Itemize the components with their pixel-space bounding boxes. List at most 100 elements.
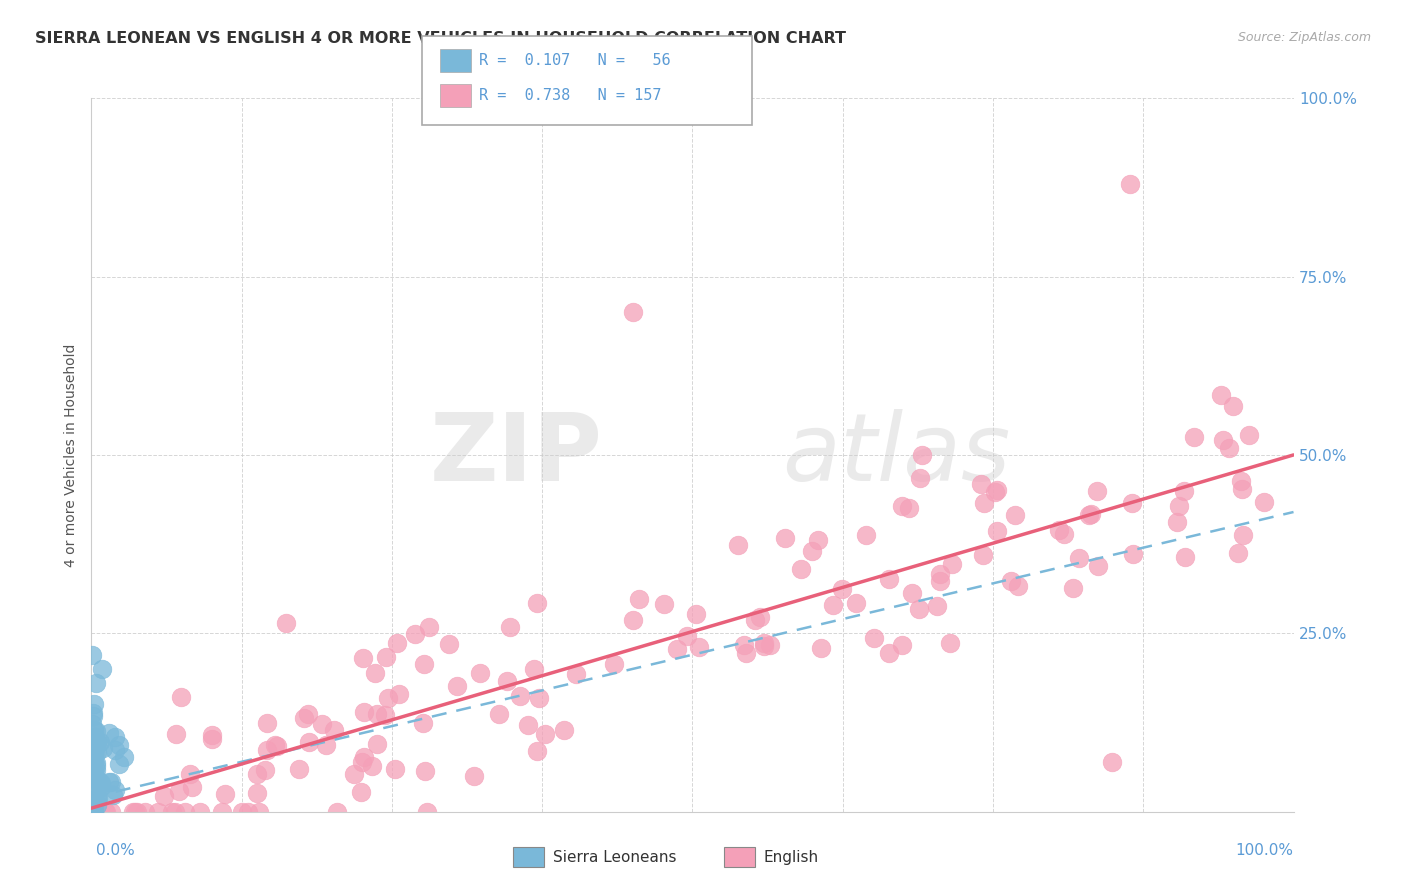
Point	[266, 739, 288, 753]
Point	[84, 739, 107, 754]
Point	[108, 738, 131, 752]
Point	[89, 775, 111, 789]
Point	[83, 764, 105, 779]
Point	[1166, 515, 1188, 529]
Point	[418, 620, 440, 634]
Point	[298, 735, 321, 749]
Point	[84, 739, 107, 753]
Point	[91, 741, 114, 756]
Point	[80, 782, 103, 797]
Point	[688, 640, 710, 655]
Point	[84, 676, 107, 690]
Point	[84, 805, 107, 819]
Point	[984, 485, 1007, 500]
Point	[1067, 550, 1090, 565]
Point	[877, 646, 900, 660]
Point	[264, 738, 287, 752]
Point	[526, 744, 548, 758]
Point	[744, 613, 766, 627]
Point	[90, 780, 112, 794]
Point	[415, 805, 437, 819]
Point	[845, 596, 868, 610]
Point	[1080, 507, 1102, 521]
Point	[91, 662, 114, 676]
Point	[201, 731, 224, 746]
Point	[1000, 574, 1022, 589]
Point	[80, 805, 103, 819]
Point	[366, 707, 388, 722]
Point	[82, 717, 104, 731]
Point	[877, 572, 900, 586]
Point	[1167, 499, 1189, 513]
Point	[97, 775, 120, 789]
Point	[253, 763, 276, 777]
Point	[104, 783, 127, 797]
Text: Source: ZipAtlas.com: Source: ZipAtlas.com	[1237, 31, 1371, 45]
Point	[125, 805, 148, 819]
Point	[1062, 581, 1084, 595]
Point	[927, 599, 949, 614]
Point	[654, 597, 676, 611]
Text: Sierra Leoneans: Sierra Leoneans	[553, 850, 676, 864]
Point	[1049, 523, 1071, 537]
Point	[499, 620, 522, 634]
Point	[173, 805, 195, 819]
Point	[1078, 508, 1101, 523]
Point	[83, 698, 105, 712]
Point	[602, 657, 624, 672]
Point	[621, 305, 644, 319]
Point	[86, 790, 108, 805]
Point	[855, 528, 877, 542]
Point	[364, 666, 387, 681]
Point	[463, 769, 485, 783]
Point	[84, 764, 107, 778]
Point	[1230, 474, 1253, 488]
Point	[311, 716, 333, 731]
Point	[82, 709, 104, 723]
Point	[527, 690, 550, 705]
Text: 100.0%: 100.0%	[1236, 843, 1294, 858]
Point	[83, 746, 105, 760]
Point	[901, 585, 924, 599]
Point	[104, 743, 127, 757]
Point	[1209, 388, 1232, 402]
Point	[1085, 484, 1108, 499]
Point	[246, 767, 269, 781]
Point	[821, 598, 844, 612]
Point	[82, 733, 104, 747]
Point	[83, 723, 105, 737]
Point	[384, 762, 406, 776]
Point	[83, 804, 105, 818]
Point	[627, 592, 650, 607]
Point	[86, 734, 108, 748]
Point	[908, 470, 931, 484]
Point	[911, 449, 934, 463]
Point	[256, 715, 278, 730]
Point	[1253, 495, 1275, 509]
Point	[146, 805, 169, 819]
Point	[83, 795, 105, 809]
Point	[759, 639, 782, 653]
Point	[890, 638, 912, 652]
Point	[100, 775, 122, 789]
Point	[292, 711, 315, 725]
Point	[246, 786, 269, 800]
Point	[124, 805, 146, 819]
Point	[404, 627, 426, 641]
Point	[517, 718, 540, 732]
Point	[676, 629, 699, 643]
Point	[165, 805, 187, 819]
Point	[374, 707, 396, 722]
Point	[509, 689, 531, 703]
Point	[773, 532, 796, 546]
Point	[810, 641, 832, 656]
Text: atlas: atlas	[783, 409, 1011, 500]
Point	[1101, 755, 1123, 769]
Point	[488, 707, 510, 722]
Point	[84, 730, 107, 744]
Point	[929, 574, 952, 588]
Point	[734, 647, 756, 661]
Point	[468, 665, 491, 680]
Point	[134, 805, 156, 819]
Point	[413, 764, 436, 779]
